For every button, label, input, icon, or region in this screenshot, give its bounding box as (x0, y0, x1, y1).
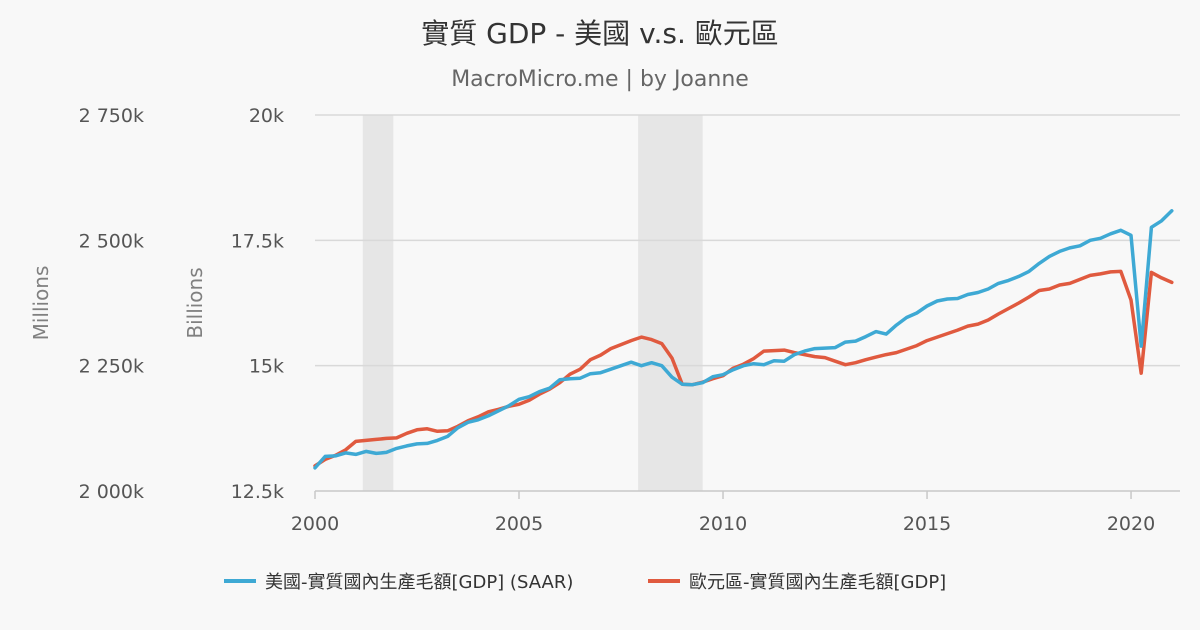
x-tick-label: 2010 (699, 513, 747, 535)
recession-band-0 (362, 115, 394, 491)
series-lines (313, 209, 1174, 470)
right-axis-tick-label: 20k (249, 105, 284, 127)
recession-bands (362, 115, 703, 491)
x-tick-label: 2005 (495, 513, 543, 535)
recession-band-1 (638, 115, 703, 491)
x-tick-label: 2000 (291, 513, 339, 535)
legend-item-us[interactable]: 美國-實質國內生產毛額[GDP] (SAAR) (224, 572, 573, 593)
x-tick-label: 2015 (903, 513, 951, 535)
x-tick-label: 2020 (1107, 513, 1155, 535)
legend-item-eurozone[interactable]: 歐元區-實質國內生產毛額[GDP] (648, 572, 946, 593)
left-axis-title: Millions (29, 266, 53, 341)
right-axis-tick-label: 12.5k (231, 481, 284, 503)
legend-label-us: 美國-實質國內生產毛額[GDP] (SAAR) (265, 572, 573, 593)
left-axis-tick-label: 2 250k (79, 356, 144, 378)
left-axis-tick-label: 2 750k (79, 105, 144, 127)
legend-label-eurozone: 歐元區-實質國內生產毛額[GDP] (689, 572, 946, 593)
chart-title: 實質 GDP - 美國 v.s. 歐元區 (421, 17, 779, 50)
gridlines (315, 114, 1180, 492)
left-axis-tick-label: 2 000k (79, 481, 144, 503)
legend: 美國-實質國內生產毛額[GDP] (SAAR) 歐元區-實質國內生產毛額[GDP… (224, 572, 946, 593)
chart-subtitle: MacroMicro.me | by Joanne (451, 67, 749, 92)
axes: 12.5k 15k 17.5k 20k 2 000k 2 250k 2 500k 2 750k… (79, 105, 1156, 535)
series-line-us-gdp (313, 209, 1174, 470)
right-axis-tick-label: 15k (249, 356, 284, 378)
right-axis-tick-label: 17.5k (231, 230, 284, 252)
left-axis-tick-label: 2 500k (79, 230, 144, 252)
right-axis-title: Billions (183, 267, 207, 338)
